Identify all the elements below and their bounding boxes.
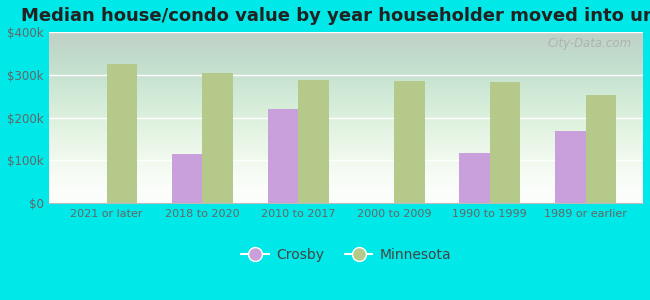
Bar (586, 95, 616, 203)
Bar (202, 73, 233, 203)
Bar (555, 131, 586, 203)
Title: Median house/condo value by year householder moved into unit: Median house/condo value by year househo… (21, 7, 650, 25)
Text: City-Data.com: City-Data.com (547, 37, 631, 50)
Legend: Crosby, Minnesota: Crosby, Minnesota (235, 243, 456, 268)
Bar (107, 64, 137, 203)
Bar (298, 80, 329, 203)
Bar (394, 81, 424, 203)
Bar (459, 153, 490, 203)
Bar (490, 82, 521, 203)
Bar (268, 109, 298, 203)
Bar (172, 154, 202, 203)
